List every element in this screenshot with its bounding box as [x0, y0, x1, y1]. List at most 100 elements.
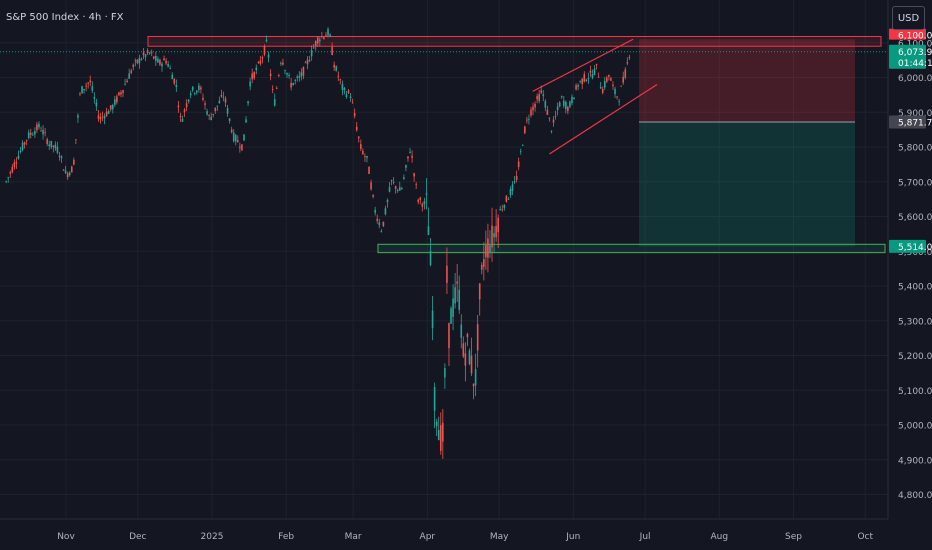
- candle-body: [312, 47, 315, 49]
- candle-body: [454, 287, 456, 304]
- candle-down: [97, 110, 100, 122]
- candle-down: [351, 98, 354, 104]
- candle-body: [487, 238, 489, 258]
- candle-body: [335, 66, 338, 71]
- candle-up: [511, 181, 514, 196]
- candle-body: [68, 172, 71, 176]
- candle-up: [206, 108, 208, 116]
- candle-body: [337, 75, 340, 77]
- candle-body: [34, 131, 36, 135]
- candle-body: [513, 181, 516, 183]
- candle-up: [423, 197, 426, 210]
- candle-down: [159, 58, 161, 67]
- candle-up: [591, 69, 594, 80]
- candle-down: [136, 59, 139, 65]
- candle-down: [130, 68, 133, 75]
- candle-up: [384, 205, 387, 216]
- candle-body: [407, 156, 409, 159]
- candle-down: [282, 58, 284, 66]
- candle-up: [175, 79, 178, 92]
- candle-body: [224, 98, 227, 103]
- candle-down: [118, 91, 120, 97]
- candle-down: [421, 202, 424, 212]
- candle-up: [558, 101, 561, 108]
- candle-body: [370, 182, 372, 190]
- candle-body: [528, 118, 530, 120]
- candle-body: [485, 245, 487, 258]
- candle-down: [364, 153, 366, 162]
- candle-body: [97, 115, 100, 119]
- candle-down: [177, 101, 180, 113]
- candle-body: [167, 64, 169, 67]
- candle-body: [603, 80, 606, 88]
- candle-body: [105, 111, 108, 117]
- candle-body: [95, 102, 98, 107]
- candle-body: [480, 264, 483, 270]
- candle-body: [442, 422, 444, 442]
- candle-body: [304, 62, 307, 64]
- candle-body: [161, 63, 163, 67]
- candle-body: [308, 60, 311, 62]
- candle-body: [608, 74, 610, 77]
- currency-button[interactable]: USD: [892, 6, 925, 30]
- x-tick-label: Sep: [785, 532, 802, 542]
- candle-down: [263, 44, 266, 57]
- top-price-badge: 6,100.00: [889, 28, 932, 42]
- candle-body: [540, 90, 543, 93]
- candle-up: [60, 155, 63, 163]
- candle-body: [79, 93, 81, 95]
- candle-body: [150, 52, 153, 54]
- candle-body: [314, 40, 317, 47]
- candle-down: [538, 89, 540, 104]
- candle-down: [368, 166, 370, 175]
- candle-body: [499, 209, 502, 211]
- candle-body: [368, 166, 370, 174]
- candle-up: [409, 147, 411, 154]
- candle-down: [628, 54, 631, 60]
- candle-up: [378, 218, 381, 229]
- candle-down: [259, 56, 262, 66]
- candle-up: [111, 103, 114, 114]
- candle-up: [187, 98, 190, 104]
- candle-down: [214, 107, 217, 114]
- y-tick-label: 5,800.00: [898, 144, 932, 154]
- candle-down: [540, 85, 543, 95]
- candle-down: [224, 96, 227, 107]
- candle-up: [550, 130, 553, 134]
- candle-body: [191, 86, 194, 91]
- candle-up: [273, 93, 276, 107]
- resistance-zone: [147, 35, 882, 47]
- candle-down: [606, 75, 608, 84]
- candle-down: [446, 247, 448, 295]
- candle-up: [560, 95, 563, 99]
- candle-body: [5, 181, 7, 183]
- top-price-badge-box: [889, 28, 926, 40]
- candle-body: [575, 85, 577, 90]
- candle-body: [222, 96, 225, 98]
- candle-up: [519, 148, 522, 155]
- candle-body: [425, 193, 428, 195]
- candle-body: [351, 102, 354, 104]
- candle-up: [249, 77, 251, 91]
- candle-body: [597, 76, 600, 78]
- candle-body: [544, 101, 547, 108]
- candle-up: [366, 155, 368, 163]
- candle-body: [208, 115, 210, 117]
- y-tick-label: 5,200.00: [898, 352, 932, 362]
- candle-body: [526, 119, 528, 121]
- candle-down: [362, 148, 364, 156]
- candle-up: [431, 295, 434, 341]
- candle-body: [530, 109, 532, 116]
- candle-body: [52, 145, 55, 148]
- candle-body: [25, 140, 28, 141]
- candle-down: [152, 56, 155, 60]
- candle-body: [294, 79, 297, 81]
- candle-body: [118, 92, 120, 96]
- candle-body: [38, 123, 40, 128]
- candle-body: [198, 85, 200, 91]
- candle-body: [288, 74, 290, 77]
- candle-body: [169, 68, 171, 69]
- candle-body: [27, 132, 30, 139]
